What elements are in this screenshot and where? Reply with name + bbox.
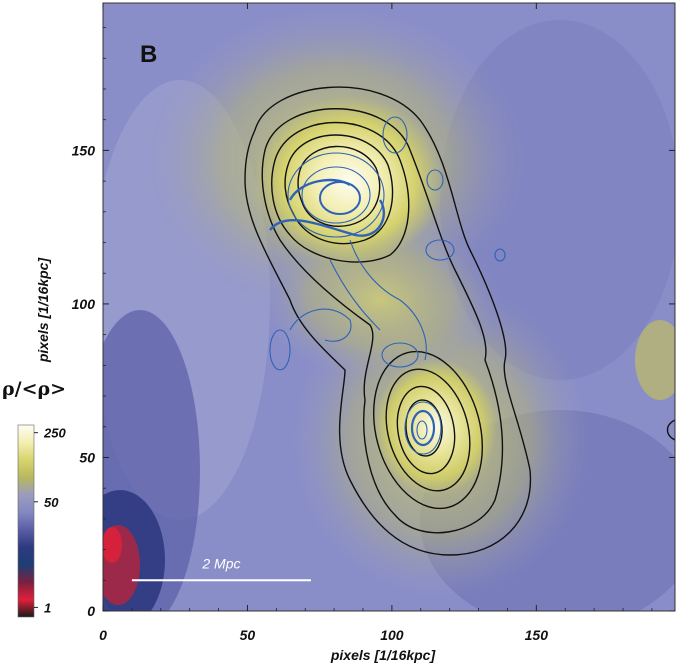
black-contour-2: [261, 108, 504, 534]
blue-contour-knot-5: [425, 239, 455, 261]
right-edge-clump: [635, 320, 675, 400]
blue-contour-a2: [301, 166, 371, 224]
black-contours: [244, 86, 675, 556]
y-axis-ticks: 0 50 100 150: [72, 27, 675, 619]
plot-frame: [102, 2, 676, 612]
black-contour-5: [297, 145, 381, 227]
blue-contour-tail-2: [329, 259, 381, 331]
y-tick-label: 50: [79, 449, 95, 465]
black-contour-edge: [666, 419, 675, 441]
clump-glow-secondary: [373, 358, 498, 495]
density-heatmap: [103, 3, 675, 611]
panel-label: B: [140, 41, 157, 68]
black-contour-b4: [405, 399, 443, 457]
x-axis-ticks: 0 50 100 150: [99, 3, 653, 643]
y-axis-title: pixels [1/16kpc]: [35, 257, 51, 364]
black-contour-b1: [372, 350, 484, 510]
y-tick-label: 150: [72, 142, 96, 158]
blue-contour-knot-6: [494, 248, 506, 262]
blue-contour-knot-4: [381, 342, 419, 368]
blue-contour-a1: [287, 152, 385, 238]
scale-bar-label: 2 Mpc: [201, 555, 240, 571]
blue-contour-b1: [404, 401, 442, 455]
x-tick-label: 100: [380, 627, 404, 643]
colorbar: ρ/<ρ> 250 50 1: [2, 378, 66, 618]
black-contour-outer: [244, 86, 532, 556]
blue-contours: [269, 116, 506, 455]
blue-contour-ring-2: [288, 178, 351, 201]
black-contour-b3: [396, 385, 456, 475]
blue-contour-tail-3: [289, 308, 352, 342]
x-tick-label: 0: [99, 627, 107, 643]
colorbar-tick-label: 1: [44, 600, 51, 615]
clump-glow-main: [253, 96, 444, 267]
blue-contour-tail: [349, 239, 427, 361]
colorbar-ticks: 250 50 1: [34, 426, 66, 615]
blue-contour-knot-2: [426, 169, 444, 191]
black-contour-b2: [385, 368, 471, 492]
x-tick-label: 50: [240, 627, 256, 643]
x-tick-label: 150: [525, 627, 549, 643]
blue-contour-knot-1: [382, 116, 408, 154]
x-axis-title: pixels [1/16kpc]: [330, 647, 437, 663]
blue-contour-knot-3: [269, 329, 291, 371]
y-tick-label: 100: [72, 296, 96, 312]
colorbar-tick-label: 250: [43, 426, 66, 441]
y-tick-label: 0: [87, 603, 95, 619]
blue-contour-ring: [269, 199, 385, 237]
colorbar-title: ρ/<ρ>: [2, 378, 66, 400]
lowest-density-core: [103, 527, 122, 563]
blue-contour-b3: [416, 420, 428, 440]
colorbar-bar: [17, 424, 35, 618]
blue-contour-b2: [410, 409, 436, 447]
colorbar-tick-label: 50: [44, 495, 59, 510]
